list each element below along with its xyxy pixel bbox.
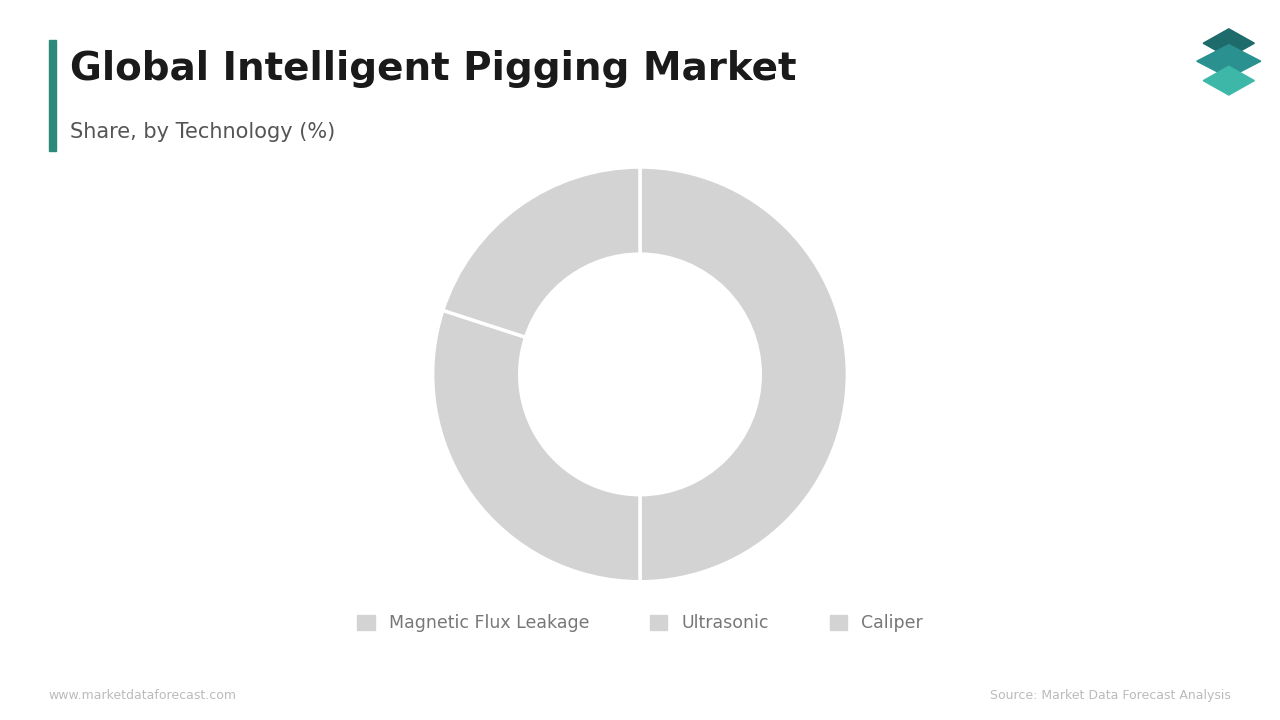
Text: Share, by Technology (%): Share, by Technology (%) — [70, 122, 335, 143]
Wedge shape — [433, 310, 640, 582]
Text: Source: Market Data Forecast Analysis: Source: Market Data Forecast Analysis — [991, 689, 1231, 702]
Legend: Magnetic Flux Leakage, Ultrasonic, Caliper: Magnetic Flux Leakage, Ultrasonic, Calip… — [351, 608, 929, 639]
Wedge shape — [640, 167, 847, 582]
Wedge shape — [443, 167, 640, 337]
Text: www.marketdataforecast.com: www.marketdataforecast.com — [49, 689, 237, 702]
Text: Global Intelligent Pigging Market: Global Intelligent Pigging Market — [70, 50, 797, 89]
